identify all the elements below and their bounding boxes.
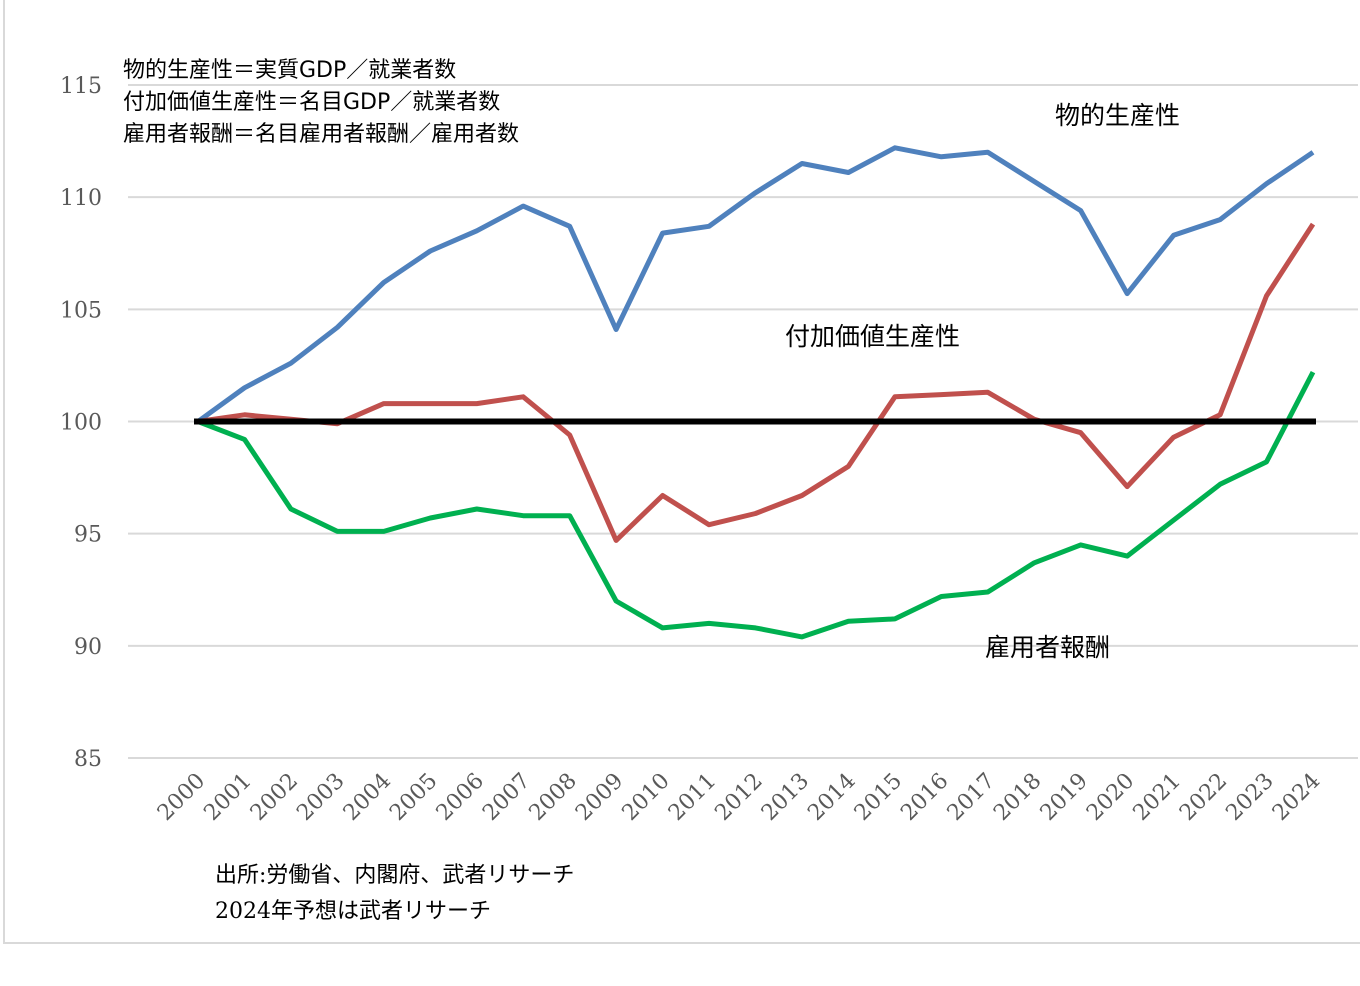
y-tick-label: 90	[74, 635, 102, 660]
x-tick-label: 2008	[525, 769, 582, 826]
x-tick-label: 2023	[1222, 769, 1279, 826]
x-tick-label: 2018	[989, 769, 1046, 826]
x-tick-label: 2022	[1175, 769, 1232, 826]
x-tick-label: 2007	[478, 769, 535, 826]
chart-frame	[3, 0, 1360, 944]
x-tick-label: 2006	[432, 769, 489, 826]
x-tick-label: 2002	[246, 769, 303, 826]
x-tick-label: 2021	[1129, 769, 1186, 826]
series-label-green: 雇用者報酬	[985, 633, 1110, 662]
source-line-2: 2024年予想は武者リサーチ	[215, 899, 491, 924]
y-tick-label: 110	[60, 186, 102, 211]
series-label-blue: 物的生産性	[1055, 101, 1180, 130]
y-tick-label: 115	[60, 74, 102, 99]
note-line-3: 雇用者報酬＝名目雇用者報酬／雇用者数	[123, 122, 519, 147]
x-tick-label: 2020	[1082, 769, 1139, 826]
x-tick-label: 2003	[292, 769, 349, 826]
source-line-1: 出所:労働省、内閣府、武者リサーチ	[215, 863, 574, 888]
y-tick-label: 105	[60, 298, 102, 323]
x-tick-label: 2010	[618, 769, 675, 826]
x-tick-label: 2019	[1036, 769, 1093, 826]
note-line-1: 物的生産性＝実質GDP／就業者数	[123, 58, 456, 83]
x-tick-label: 2005	[385, 769, 442, 826]
x-tick-label: 2013	[757, 769, 814, 826]
series-line-1	[196, 145, 1315, 424]
series-line-2	[197, 222, 1316, 543]
x-tick-label: 2024	[1268, 769, 1325, 826]
y-tick-label: 85	[74, 747, 102, 772]
y-tick-label: 95	[74, 523, 102, 548]
x-tick-label: 2017	[943, 769, 1000, 826]
x-tick-label: 2011	[664, 769, 721, 826]
series-line-3	[197, 370, 1316, 640]
series-label-red: 付加価値生産性	[785, 322, 960, 351]
x-tick-label: 2009	[571, 769, 628, 826]
x-tick-label: 2000	[153, 769, 210, 826]
x-tick-label: 2001	[199, 769, 256, 826]
x-tick-label: 2014	[803, 769, 860, 826]
x-tick-label: 2015	[850, 769, 907, 826]
note-line-2: 付加価値生産性＝名目GDP／就業者数	[123, 90, 500, 115]
x-tick-label: 2012	[710, 769, 767, 826]
x-tick-label: 2016	[896, 769, 953, 826]
x-tick-label: 2004	[339, 769, 396, 826]
y-tick-label: 100	[60, 411, 102, 436]
